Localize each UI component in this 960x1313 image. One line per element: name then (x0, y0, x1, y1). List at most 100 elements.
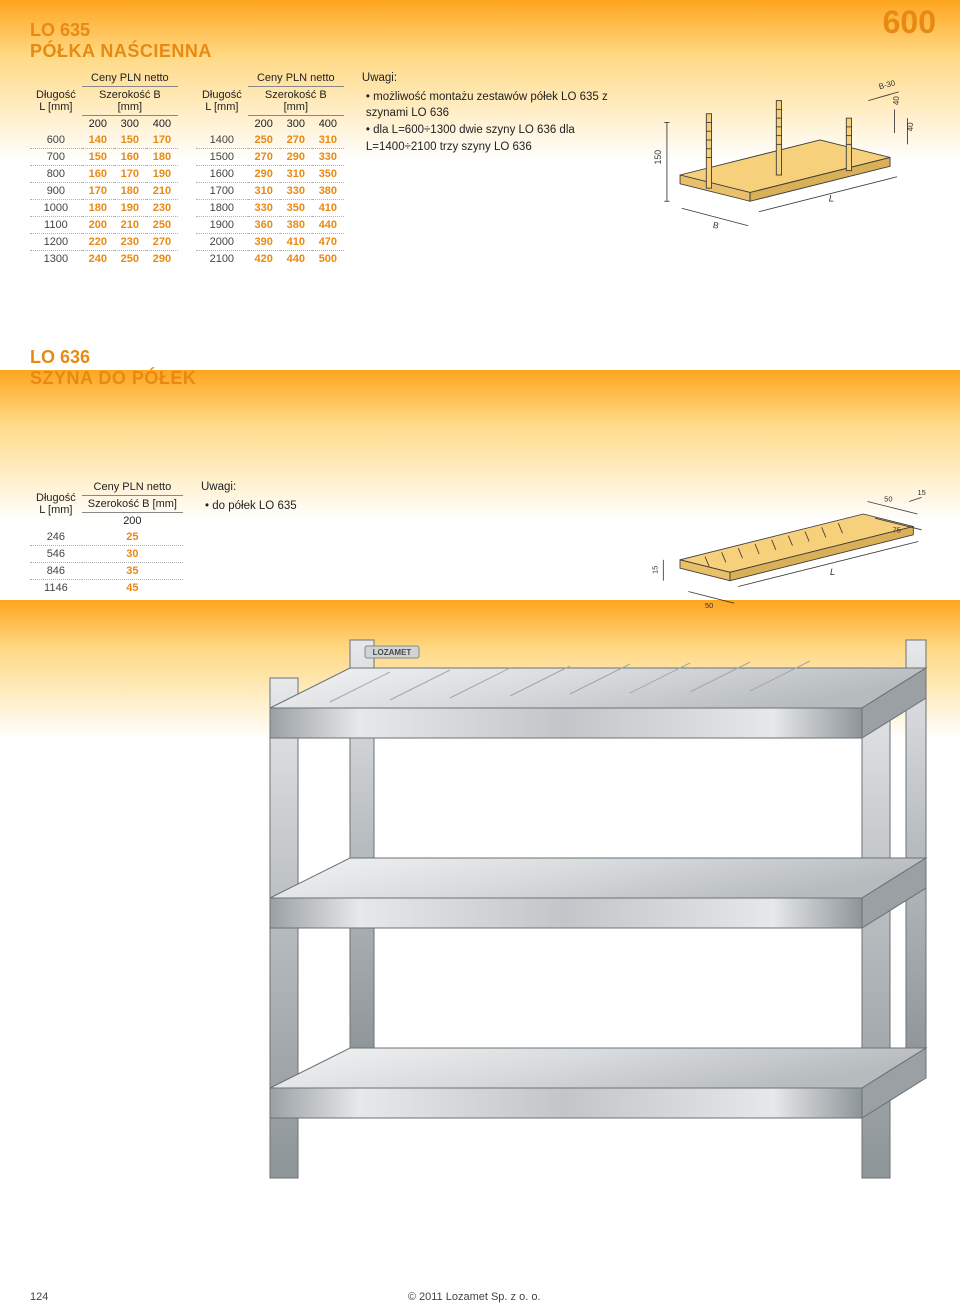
width-label: Szerokość B [mm] (82, 87, 178, 116)
rail-diagram: 15 50 15 75 L 50 (630, 479, 930, 624)
len-cell: 700 (30, 149, 82, 166)
price-label-c: Ceny PLN netto (82, 479, 183, 496)
dim-b: B (712, 220, 720, 231)
price-label: Ceny PLN netto (82, 70, 178, 87)
price-cell: 150 (114, 132, 146, 149)
section1-code: LO 635 (30, 20, 930, 41)
len-cell: 546 (30, 546, 82, 563)
price-cell: 180 (146, 149, 178, 166)
col-300: 300 (280, 116, 312, 133)
len-cell: 1900 (196, 217, 248, 234)
price-cell: 290 (280, 149, 312, 166)
table-row: 84635 (30, 563, 183, 580)
len-cell: 1700 (196, 183, 248, 200)
note-item: możliwość montażu zestawów półek LO 635 … (366, 89, 622, 122)
len-cell: 1100 (30, 217, 82, 234)
table-row: 2100420440500 (196, 251, 344, 268)
brand-badge: LOZAMET (373, 648, 412, 657)
table-row: 900170180210 (30, 183, 178, 200)
series-tag: 600 (883, 4, 936, 41)
section-lo636: LO 636 SZYNA DO PÓŁEK Długość L [mm] Cen… (30, 347, 930, 624)
len-cell: 900 (30, 183, 82, 200)
col-200: 200 (82, 116, 114, 133)
dim-75: 75 (893, 525, 901, 534)
table-row: 1300240250290 (30, 251, 178, 268)
price-cell: 270 (280, 132, 312, 149)
len-cell: 2100 (196, 251, 248, 268)
dim-15b: 15 (918, 488, 926, 497)
price-cell: 440 (312, 217, 344, 234)
price-cell: 310 (248, 183, 280, 200)
len-cell: 1200 (30, 234, 82, 251)
price-cell: 330 (312, 149, 344, 166)
price-cell: 410 (312, 200, 344, 217)
price-cell: 180 (114, 183, 146, 200)
table-row: 800160170190 (30, 166, 178, 183)
table-row: 1800330350410 (196, 200, 344, 217)
price-cell: 310 (312, 132, 344, 149)
notes-label: Uwagi: (362, 70, 622, 87)
price-cell: 250 (146, 217, 178, 234)
dim-l: L (829, 193, 834, 204)
price-cell: 440 (280, 251, 312, 268)
price-cell: 290 (146, 251, 178, 268)
length-unit: L [mm] (36, 101, 76, 113)
col-200: 200 (248, 116, 280, 133)
note-item: do półek LO 635 (205, 498, 297, 515)
table-row: 1500270290330 (196, 149, 344, 166)
section1-name: PÓŁKA NAŚCIENNA (30, 41, 930, 62)
length-unit: L [mm] (36, 504, 76, 516)
page-number: 124 (30, 1291, 48, 1303)
len-cell: 600 (30, 132, 82, 149)
table-row: 114645 (30, 580, 183, 597)
price-cell: 25 (82, 529, 183, 546)
len-cell: 846 (30, 563, 82, 580)
note-item: dla L=600÷1300 dwie szyny LO 636 dla L=1… (366, 122, 622, 155)
shelf-photo: LOZAMET (30, 638, 930, 1198)
section2-name: SZYNA DO PÓŁEK (30, 368, 930, 389)
len-cell: 1146 (30, 580, 82, 597)
len-cell: 1800 (196, 200, 248, 217)
price-cell: 390 (248, 234, 280, 251)
price-cell: 200 (82, 217, 114, 234)
price-cell: 310 (280, 166, 312, 183)
len-cell: 1600 (196, 166, 248, 183)
price-cell: 220 (82, 234, 114, 251)
shelf-diagram: 150 B L B-30 40 40 (640, 70, 930, 245)
len-cell: 1500 (196, 149, 248, 166)
dim-l2: L (830, 567, 835, 577)
price-table-c: Długość L [mm] Ceny PLN netto Szerokość … (30, 479, 183, 596)
section-lo635: LO 635 PÓŁKA NAŚCIENNA Długość L [mm] Ce… (30, 20, 930, 267)
price-cell: 45 (82, 580, 183, 597)
price-cell: 380 (280, 217, 312, 234)
price-cell: 190 (114, 200, 146, 217)
length-unit: L [mm] (202, 101, 242, 113)
dim-50b: 50 (705, 601, 713, 610)
len-cell: 800 (30, 166, 82, 183)
len-cell: 1300 (30, 251, 82, 268)
dim-40a: 40 (892, 96, 901, 105)
price-cell: 30 (82, 546, 183, 563)
price-cell: 240 (82, 251, 114, 268)
dim-150: 150 (653, 150, 663, 165)
col-400: 400 (312, 116, 344, 133)
col-300: 300 (114, 116, 146, 133)
price-cell: 470 (312, 234, 344, 251)
price-cell: 290 (248, 166, 280, 183)
section2-code: LO 636 (30, 347, 930, 368)
price-cell: 330 (248, 200, 280, 217)
price-cell: 270 (146, 234, 178, 251)
price-cell: 170 (146, 132, 178, 149)
price-cell: 410 (280, 234, 312, 251)
price-cell: 330 (280, 183, 312, 200)
section2-notes: Uwagi: do półek LO 635 (201, 479, 297, 514)
price-cell: 180 (82, 200, 114, 217)
dim-50: 50 (884, 495, 892, 504)
length-label: Długość (202, 89, 242, 101)
price-cell: 190 (146, 166, 178, 183)
catalog-page: 600 LO 635 PÓŁKA NAŚCIENNA Długość L [mm… (0, 0, 960, 1313)
dim-40b: 40 (906, 122, 915, 131)
dim-15: 15 (651, 566, 660, 574)
price-cell: 170 (82, 183, 114, 200)
price-cell: 360 (248, 217, 280, 234)
